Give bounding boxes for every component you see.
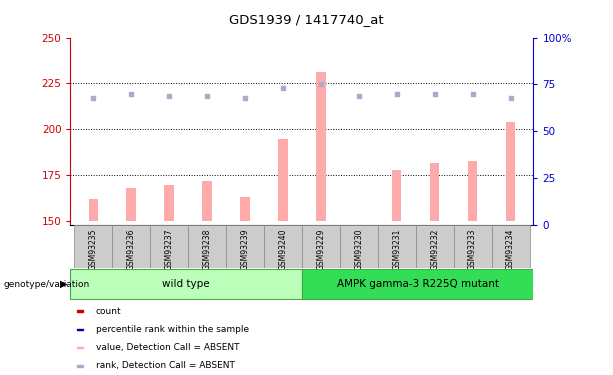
Text: GSM93238: GSM93238 [202, 228, 211, 270]
Bar [240, 197, 249, 221]
Bar [188, 225, 226, 268]
Bar [226, 225, 264, 268]
Point [354, 93, 364, 99]
Text: rank, Detection Call = ABSENT: rank, Detection Call = ABSENT [96, 362, 235, 370]
Text: percentile rank within the sample: percentile rank within the sample [96, 325, 249, 334]
Text: GSM93235: GSM93235 [89, 228, 97, 270]
Text: count: count [96, 306, 121, 315]
Bar [202, 181, 212, 221]
Text: wild type: wild type [162, 279, 210, 289]
Bar [416, 225, 454, 268]
Text: GSM93231: GSM93231 [392, 228, 402, 270]
Text: genotype/variation: genotype/variation [3, 280, 89, 289]
Bar [392, 170, 402, 221]
Text: GSM93233: GSM93233 [468, 228, 477, 270]
Bar [126, 188, 136, 221]
Bar [150, 225, 188, 268]
Bar [430, 162, 440, 221]
Bar [77, 365, 83, 366]
Bar [316, 72, 326, 221]
Bar [70, 269, 302, 299]
Text: value, Detection Call = ABSENT: value, Detection Call = ABSENT [96, 343, 240, 352]
Point [240, 94, 250, 100]
Bar [302, 269, 533, 299]
Bar [506, 122, 516, 221]
Point [468, 91, 478, 97]
Text: GDS1939 / 1417740_at: GDS1939 / 1417740_at [229, 13, 384, 26]
Point [316, 81, 326, 87]
Bar [302, 225, 340, 268]
Point [430, 91, 440, 97]
Bar [454, 225, 492, 268]
Bar [492, 225, 530, 268]
Point [392, 91, 402, 97]
Point [278, 85, 288, 91]
Text: ▶: ▶ [60, 279, 67, 289]
Bar [164, 184, 174, 221]
Bar [77, 347, 83, 348]
Bar [77, 310, 83, 312]
Point [506, 94, 516, 100]
Text: AMPK gamma-3 R225Q mutant: AMPK gamma-3 R225Q mutant [337, 279, 498, 289]
Bar [112, 225, 150, 268]
Bar [378, 225, 416, 268]
Text: GSM93239: GSM93239 [240, 228, 249, 270]
Bar [74, 225, 112, 268]
Text: GSM93230: GSM93230 [354, 228, 364, 270]
Bar [468, 160, 478, 221]
Point [164, 93, 174, 99]
Bar [340, 225, 378, 268]
Bar [264, 225, 302, 268]
Text: GSM93234: GSM93234 [506, 228, 515, 270]
Point [126, 91, 136, 97]
Text: GSM93240: GSM93240 [278, 228, 287, 270]
Point [202, 93, 212, 99]
Bar [278, 139, 287, 221]
Bar [88, 199, 98, 221]
Text: GSM93237: GSM93237 [165, 228, 173, 270]
Text: GSM93232: GSM93232 [430, 228, 439, 270]
Text: GSM93229: GSM93229 [316, 228, 326, 270]
Point [88, 94, 98, 100]
Bar [77, 328, 83, 330]
Text: GSM93236: GSM93236 [127, 228, 135, 270]
